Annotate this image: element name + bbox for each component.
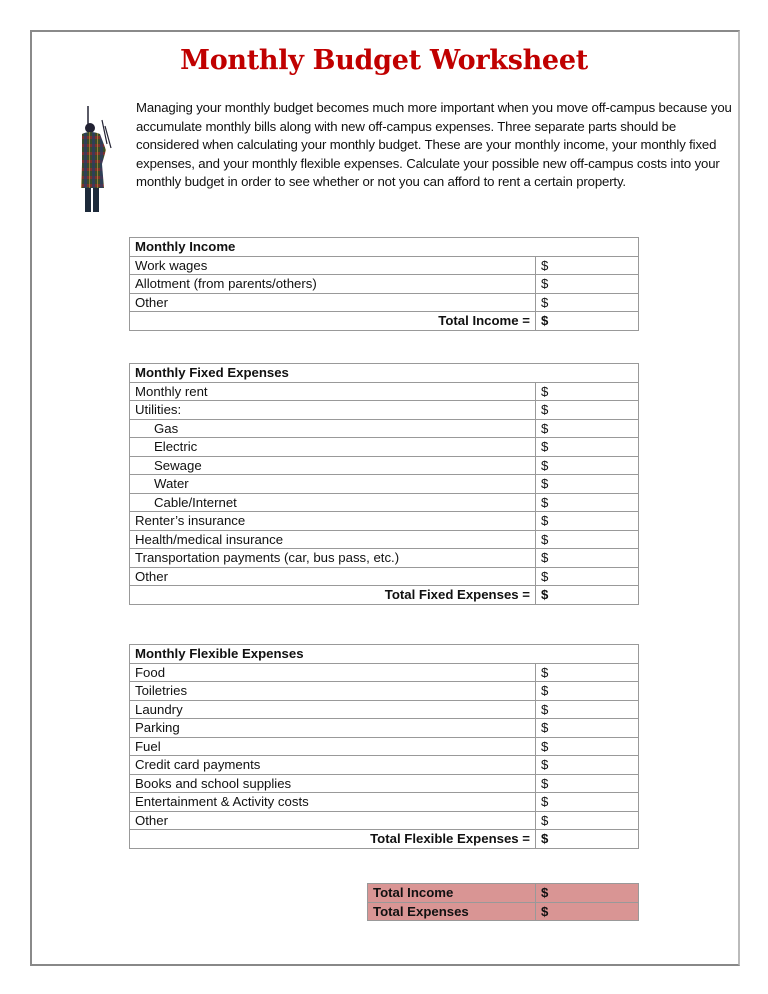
amount-field[interactable]: $ — [535, 455, 639, 475]
summary-amount-field[interactable]: $ — [535, 883, 639, 903]
page-border — [30, 30, 740, 966]
table-row: Credit card payments $ — [129, 755, 639, 775]
row-label: Food — [129, 662, 536, 682]
row-label: Water — [129, 474, 536, 494]
section-header-row: Monthly Fixed Expenses — [129, 363, 639, 383]
table-row: Other $ — [129, 810, 639, 830]
amount-field[interactable]: $ — [535, 381, 639, 401]
table-row: Allotment (from parents/others) $ — [129, 274, 639, 294]
table-row: Entertainment & Activity costs $ — [129, 792, 639, 812]
row-label: Work wages — [129, 255, 536, 275]
table-row: Work wages $ — [129, 255, 639, 275]
summary-row: Total Income $ — [367, 883, 639, 903]
total-label: Total Flexible Expenses = — [129, 829, 536, 849]
amount-field[interactable]: $ — [535, 773, 639, 793]
table-row: Transportation payments (car, bus pass, … — [129, 548, 639, 568]
row-label: Cable/Internet — [129, 492, 536, 512]
table-row: Electric $ — [129, 437, 639, 457]
intro-paragraph: Managing your monthly budget becomes muc… — [136, 100, 732, 189]
row-label: Allotment (from parents/others) — [129, 274, 536, 294]
table-row: Fuel $ — [129, 736, 639, 756]
row-label: Other — [129, 810, 536, 830]
row-label: Fuel — [129, 736, 536, 756]
bagpiper-image — [81, 106, 112, 212]
total-amount-field[interactable]: $ — [535, 311, 639, 331]
summary-table: Total Income $ Total Expenses $ — [367, 883, 639, 921]
table-row: Utilities: $ — [129, 400, 639, 420]
fixed-expenses-table: Monthly Fixed Expenses Monthly rent $ Utili… — [129, 363, 639, 605]
flexible-expenses-table: Monthly Flexible Expenses Food $ Toiletries… — [129, 644, 639, 849]
row-label: Health/medical insurance — [129, 529, 536, 549]
table-row: Other $ — [129, 566, 639, 586]
row-label: Entertainment & Activity costs — [129, 792, 536, 812]
total-label: Total Fixed Expenses = — [129, 585, 536, 605]
table-row: Toiletries $ — [129, 681, 639, 701]
total-row: Total Fixed Expenses = $ — [129, 585, 639, 605]
amount-field[interactable]: $ — [535, 681, 639, 701]
amount-field[interactable]: $ — [535, 400, 639, 420]
table-row: Gas $ — [129, 418, 639, 438]
total-row: Total Flexible Expenses = $ — [129, 829, 639, 849]
table-row: Sewage $ — [129, 455, 639, 475]
amount-field[interactable]: $ — [535, 511, 639, 531]
total-amount-field[interactable]: $ — [535, 585, 639, 605]
row-label: Books and school supplies — [129, 773, 536, 793]
table-row: Renter’s insurance $ — [129, 511, 639, 531]
summary-amount-field[interactable]: $ — [535, 901, 639, 921]
amount-field[interactable]: $ — [535, 792, 639, 812]
amount-field[interactable]: $ — [535, 292, 639, 312]
amount-field[interactable]: $ — [535, 566, 639, 586]
row-label: Electric — [129, 437, 536, 457]
amount-field[interactable]: $ — [535, 699, 639, 719]
section-heading: Monthly Flexible Expenses — [129, 644, 639, 664]
amount-field[interactable]: $ — [535, 437, 639, 457]
row-label: Credit card payments — [129, 755, 536, 775]
table-row: Books and school supplies $ — [129, 773, 639, 793]
amount-field[interactable]: $ — [535, 492, 639, 512]
table-row: Parking $ — [129, 718, 639, 738]
row-label: Laundry — [129, 699, 536, 719]
section-header-row: Monthly Income — [129, 237, 639, 257]
table-row: Food $ — [129, 662, 639, 682]
table-row: Laundry $ — [129, 699, 639, 719]
row-label: Gas — [129, 418, 536, 438]
amount-field[interactable]: $ — [535, 274, 639, 294]
amount-field[interactable]: $ — [535, 736, 639, 756]
row-label: Parking — [129, 718, 536, 738]
summary-label: Total Income — [367, 883, 536, 903]
amount-field[interactable]: $ — [535, 718, 639, 738]
amount-field[interactable]: $ — [535, 418, 639, 438]
section-heading: Monthly Income — [129, 237, 639, 257]
row-label: Transportation payments (car, bus pass, … — [129, 548, 536, 568]
summary-label: Total Expenses — [367, 901, 536, 921]
amount-field[interactable]: $ — [535, 529, 639, 549]
amount-field[interactable]: $ — [535, 662, 639, 682]
table-row: Water $ — [129, 474, 639, 494]
section-heading: Monthly Fixed Expenses — [129, 363, 639, 383]
table-row: Cable/Internet $ — [129, 492, 639, 512]
row-label: Sewage — [129, 455, 536, 475]
total-amount-field[interactable]: $ — [535, 829, 639, 849]
table-row: Health/medical insurance $ — [129, 529, 639, 549]
section-header-row: Monthly Flexible Expenses — [129, 644, 639, 664]
row-label: Toiletries — [129, 681, 536, 701]
row-label: Other — [129, 566, 536, 586]
amount-field[interactable]: $ — [535, 548, 639, 568]
row-label: Renter’s insurance — [129, 511, 536, 531]
row-label: Utilities: — [129, 400, 536, 420]
amount-field[interactable]: $ — [535, 474, 639, 494]
income-table: Monthly Income Work wages $ Allotment (from… — [129, 237, 639, 331]
page-title: Monthly Budget Worksheet — [180, 45, 588, 76]
total-label: Total Income = — [129, 311, 536, 331]
table-row: Monthly rent $ — [129, 381, 639, 401]
row-label: Other — [129, 292, 536, 312]
table-row: Other $ — [129, 292, 639, 312]
amount-field[interactable]: $ — [535, 255, 639, 275]
amount-field[interactable]: $ — [535, 755, 639, 775]
amount-field[interactable]: $ — [535, 810, 639, 830]
total-row: Total Income = $ — [129, 311, 639, 331]
summary-row: Total Expenses $ — [367, 901, 639, 921]
row-label: Monthly rent — [129, 381, 536, 401]
